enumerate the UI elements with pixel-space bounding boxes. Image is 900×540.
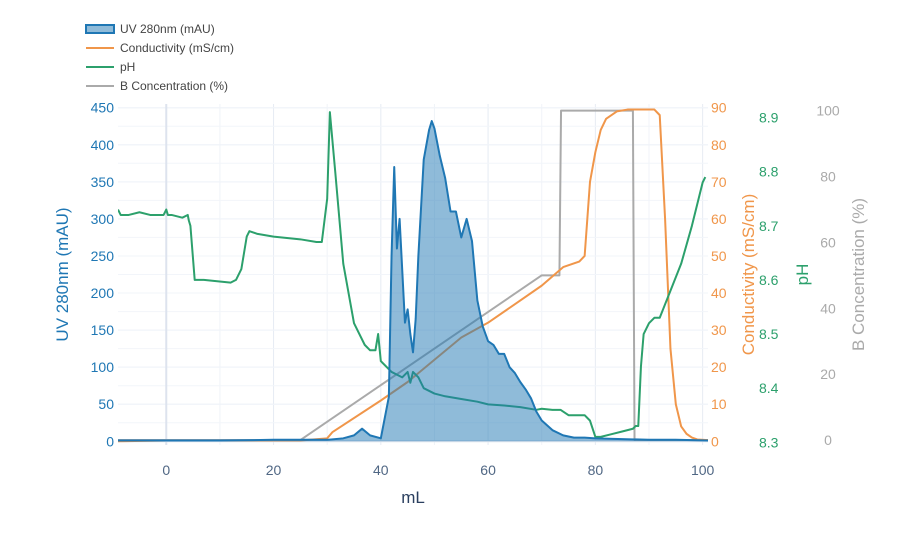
x-tick-label: 100 [691,462,715,478]
legend-label: pH [120,60,135,74]
uv-tick-label: 0 [106,433,114,449]
ph-tick-label: 8.9 [759,110,779,126]
conductivity-tick-label: 60 [711,211,727,227]
uv-tick-label: 350 [91,174,115,190]
conductivity-tick-label: 40 [711,285,727,301]
uv-tick-label: 150 [91,322,115,338]
conductivity-tick-label: 70 [711,174,727,190]
b-concentration-tick-label: 100 [816,103,840,119]
uv-280nm-mau-line [118,120,708,442]
ph-tick-label: 8.8 [759,164,779,180]
legend-label: UV 280nm (mAU) [120,22,215,36]
conductivity-axis-title: Conductivity (mS/cm) [739,194,758,356]
legend[interactable]: UV 280nm (mAU) Conductivity (mS/cm) pH B Co… [85,22,234,93]
ph-axis-title: pH [793,264,812,286]
conductivity-tick-label: 90 [711,100,727,116]
b-concentration-tick-label: 80 [820,168,836,184]
ph-tick-label: 8.6 [759,272,779,288]
b-concentration-tick-label: 20 [820,366,836,382]
b-concentration-line [118,109,708,442]
x-axis-title: mL [401,488,425,507]
uv-tick-label: 50 [98,396,114,412]
uv-tick-label: 100 [91,359,115,375]
b-concentration-tick-label: 0 [824,432,832,448]
conductivity-tick-label: 30 [711,322,727,338]
conductivity-tick-label: 80 [711,137,727,153]
ph-tick-label: 8.5 [759,326,779,342]
x-tick-label: 60 [480,462,496,478]
uv-tick-label: 200 [91,285,115,301]
ph-tick-label: 8.3 [759,434,779,450]
uv-axis-title: UV 280nm (mAU) [53,207,72,341]
axes-layer: 0 20 40 60 80 100mL05010015020025030035040045… [53,100,868,507]
ph-tick-label: 8.7 [759,218,779,234]
uv-tick-label: 300 [91,211,115,227]
conductivity-tick-label: 0 [711,433,719,449]
legend-label: B Concentration (%) [120,79,228,93]
legend-item-b-concentration[interactable]: B Concentration (%) [86,79,228,93]
x-tick-label: 0 [162,462,170,478]
ph-tick-label: 8.4 [759,380,779,396]
uv-280nm-mau-area [118,121,708,442]
conductivity-ms-cm-line [118,108,708,443]
b-concentration-axis-title: B Concentration (%) [849,198,868,351]
x-tick-label: 40 [373,462,389,478]
x-tick-label: 20 [266,462,282,478]
uv-tick-label: 400 [91,137,115,153]
b-concentration-tick-label: 40 [820,300,836,316]
legend-item-uv-280nm-mau[interactable]: UV 280nm (mAU) [85,22,215,36]
conductivity-tick-label: 20 [711,359,727,375]
series-layer [118,108,708,443]
conductivity-tick-label: 10 [711,396,727,412]
legend-label: Conductivity (mS/cm) [120,41,234,55]
legend-item-conductivity-ms-cm[interactable]: Conductivity (mS/cm) [86,41,234,55]
uv-tick-label: 450 [91,100,115,116]
b-concentration-tick-label: 60 [820,234,836,250]
uv-tick-label: 250 [91,248,115,264]
conductivity-tick-label: 50 [711,248,727,264]
legend-swatch-uv [85,24,115,34]
x-tick-label: 80 [588,462,604,478]
legend-item-ph[interactable]: pH [86,60,135,74]
